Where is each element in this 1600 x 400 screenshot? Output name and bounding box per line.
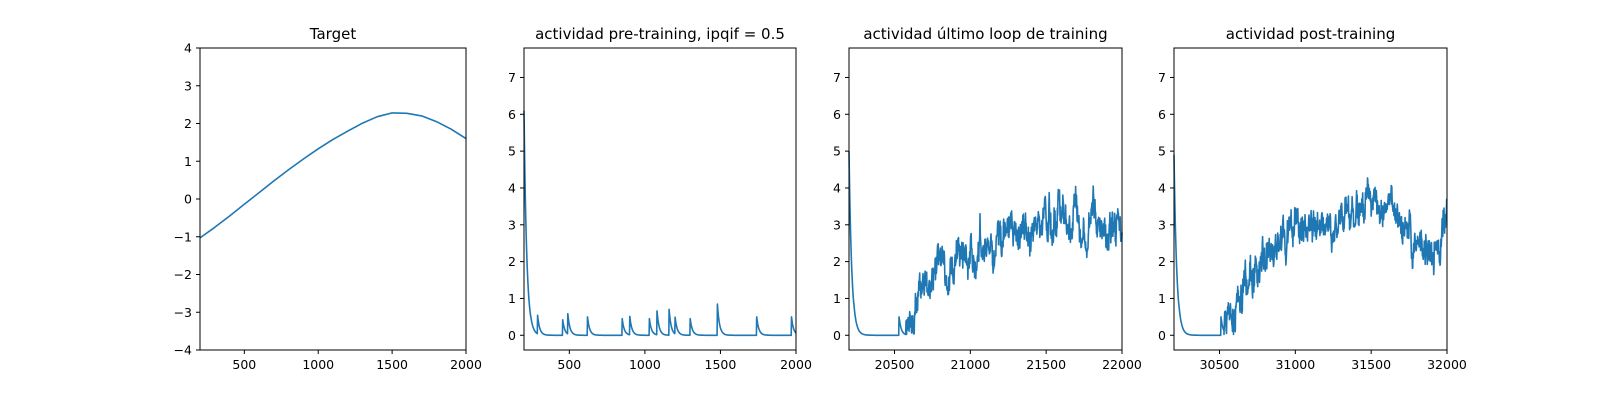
y-tick-label: 5 — [833, 144, 841, 159]
x-tick-label: 30500 — [1200, 357, 1240, 372]
y-tick-label: −4 — [174, 343, 192, 358]
y-tick-label: 5 — [508, 144, 516, 159]
x-tick-label: 21500 — [1026, 357, 1066, 372]
y-tick-label: 4 — [184, 41, 192, 56]
subplot-title: actividad último loop de training — [863, 25, 1107, 43]
x-tick-label: 2000 — [450, 357, 482, 372]
y-tick-label: 2 — [1158, 254, 1166, 269]
series-line-1 — [199, 112, 467, 239]
y-tick-label: 5 — [1158, 144, 1166, 159]
y-tick-label: 3 — [508, 217, 516, 232]
y-tick-label: 6 — [508, 107, 516, 122]
y-tick-label: 4 — [1158, 180, 1166, 195]
x-tick-label: 21000 — [950, 357, 990, 372]
y-tick-label: 1 — [833, 291, 841, 306]
y-tick-label: 3 — [1158, 217, 1166, 232]
y-tick-label: 6 — [833, 107, 841, 122]
series-line-2 — [523, 110, 797, 337]
y-tick-label: 3 — [833, 217, 841, 232]
subplot-2: 500 1000 1500 2000 0 1 2 3 4 5 6 7 actividad pre-tra… — [508, 25, 812, 372]
plot-frame — [523, 47, 797, 351]
y-tick-label: 7 — [1158, 70, 1166, 85]
y-tick-label: 4 — [833, 180, 841, 195]
y-tick-label: 4 — [508, 180, 516, 195]
x-tick-label: 500 — [557, 357, 581, 372]
y-tick-label: −3 — [174, 305, 192, 320]
x-tick-label: 1500 — [705, 357, 737, 372]
plot-frame — [199, 47, 467, 351]
x-tick-label: 20500 — [875, 357, 915, 372]
x-tick-label: 1500 — [376, 357, 408, 372]
subplot-title: Target — [309, 25, 357, 43]
x-tick-label: 1000 — [302, 357, 334, 372]
y-tick-label: 7 — [508, 70, 516, 85]
x-tick-label: 22000 — [1102, 357, 1142, 372]
series-line-3 — [848, 151, 1123, 337]
y-tick-label: 2 — [833, 254, 841, 269]
x-tick-label: 32000 — [1427, 357, 1467, 372]
y-tick-label: 2 — [508, 254, 516, 269]
x-tick-label: 31000 — [1275, 357, 1315, 372]
y-tick-label: 0 — [1158, 328, 1166, 343]
x-tick-label: 500 — [232, 357, 256, 372]
y-tick-label: 6 — [1158, 107, 1166, 122]
subplot-title: actividad post-training — [1226, 25, 1395, 43]
x-tick-label: 31500 — [1351, 357, 1391, 372]
y-tick-label: 1 — [184, 154, 192, 169]
subplot-4: 30500 31000 31500 32000 0 1 2 3 4 5 6 7 actividad po… — [1158, 25, 1467, 372]
x-tick-label: 2000 — [780, 357, 812, 372]
plot-frame — [848, 47, 1123, 351]
y-tick-label: 1 — [508, 291, 516, 306]
y-tick-label: 0 — [833, 328, 841, 343]
plot-frame — [1173, 47, 1448, 351]
series-line-4 — [1173, 154, 1448, 337]
subplot-title: actividad pre-training, ipqif = 0.5 — [535, 25, 785, 43]
y-tick-label: 0 — [184, 192, 192, 207]
subplot-1: 500 1000 1500 2000 −4 −3 −2 −1 0 1 2 3 4 Target — [174, 25, 482, 372]
y-tick-label: 2 — [184, 116, 192, 131]
y-tick-label: 7 — [833, 70, 841, 85]
x-tick-label: 1000 — [629, 357, 661, 372]
y-tick-label: 1 — [1158, 291, 1166, 306]
y-tick-label: −1 — [174, 229, 192, 244]
y-tick-label: −2 — [174, 267, 192, 282]
subplot-3: 20500 21000 21500 22000 0 1 2 3 4 5 6 7 actividad úl… — [833, 25, 1142, 372]
y-tick-label: 3 — [184, 78, 192, 93]
y-tick-label: 0 — [508, 328, 516, 343]
